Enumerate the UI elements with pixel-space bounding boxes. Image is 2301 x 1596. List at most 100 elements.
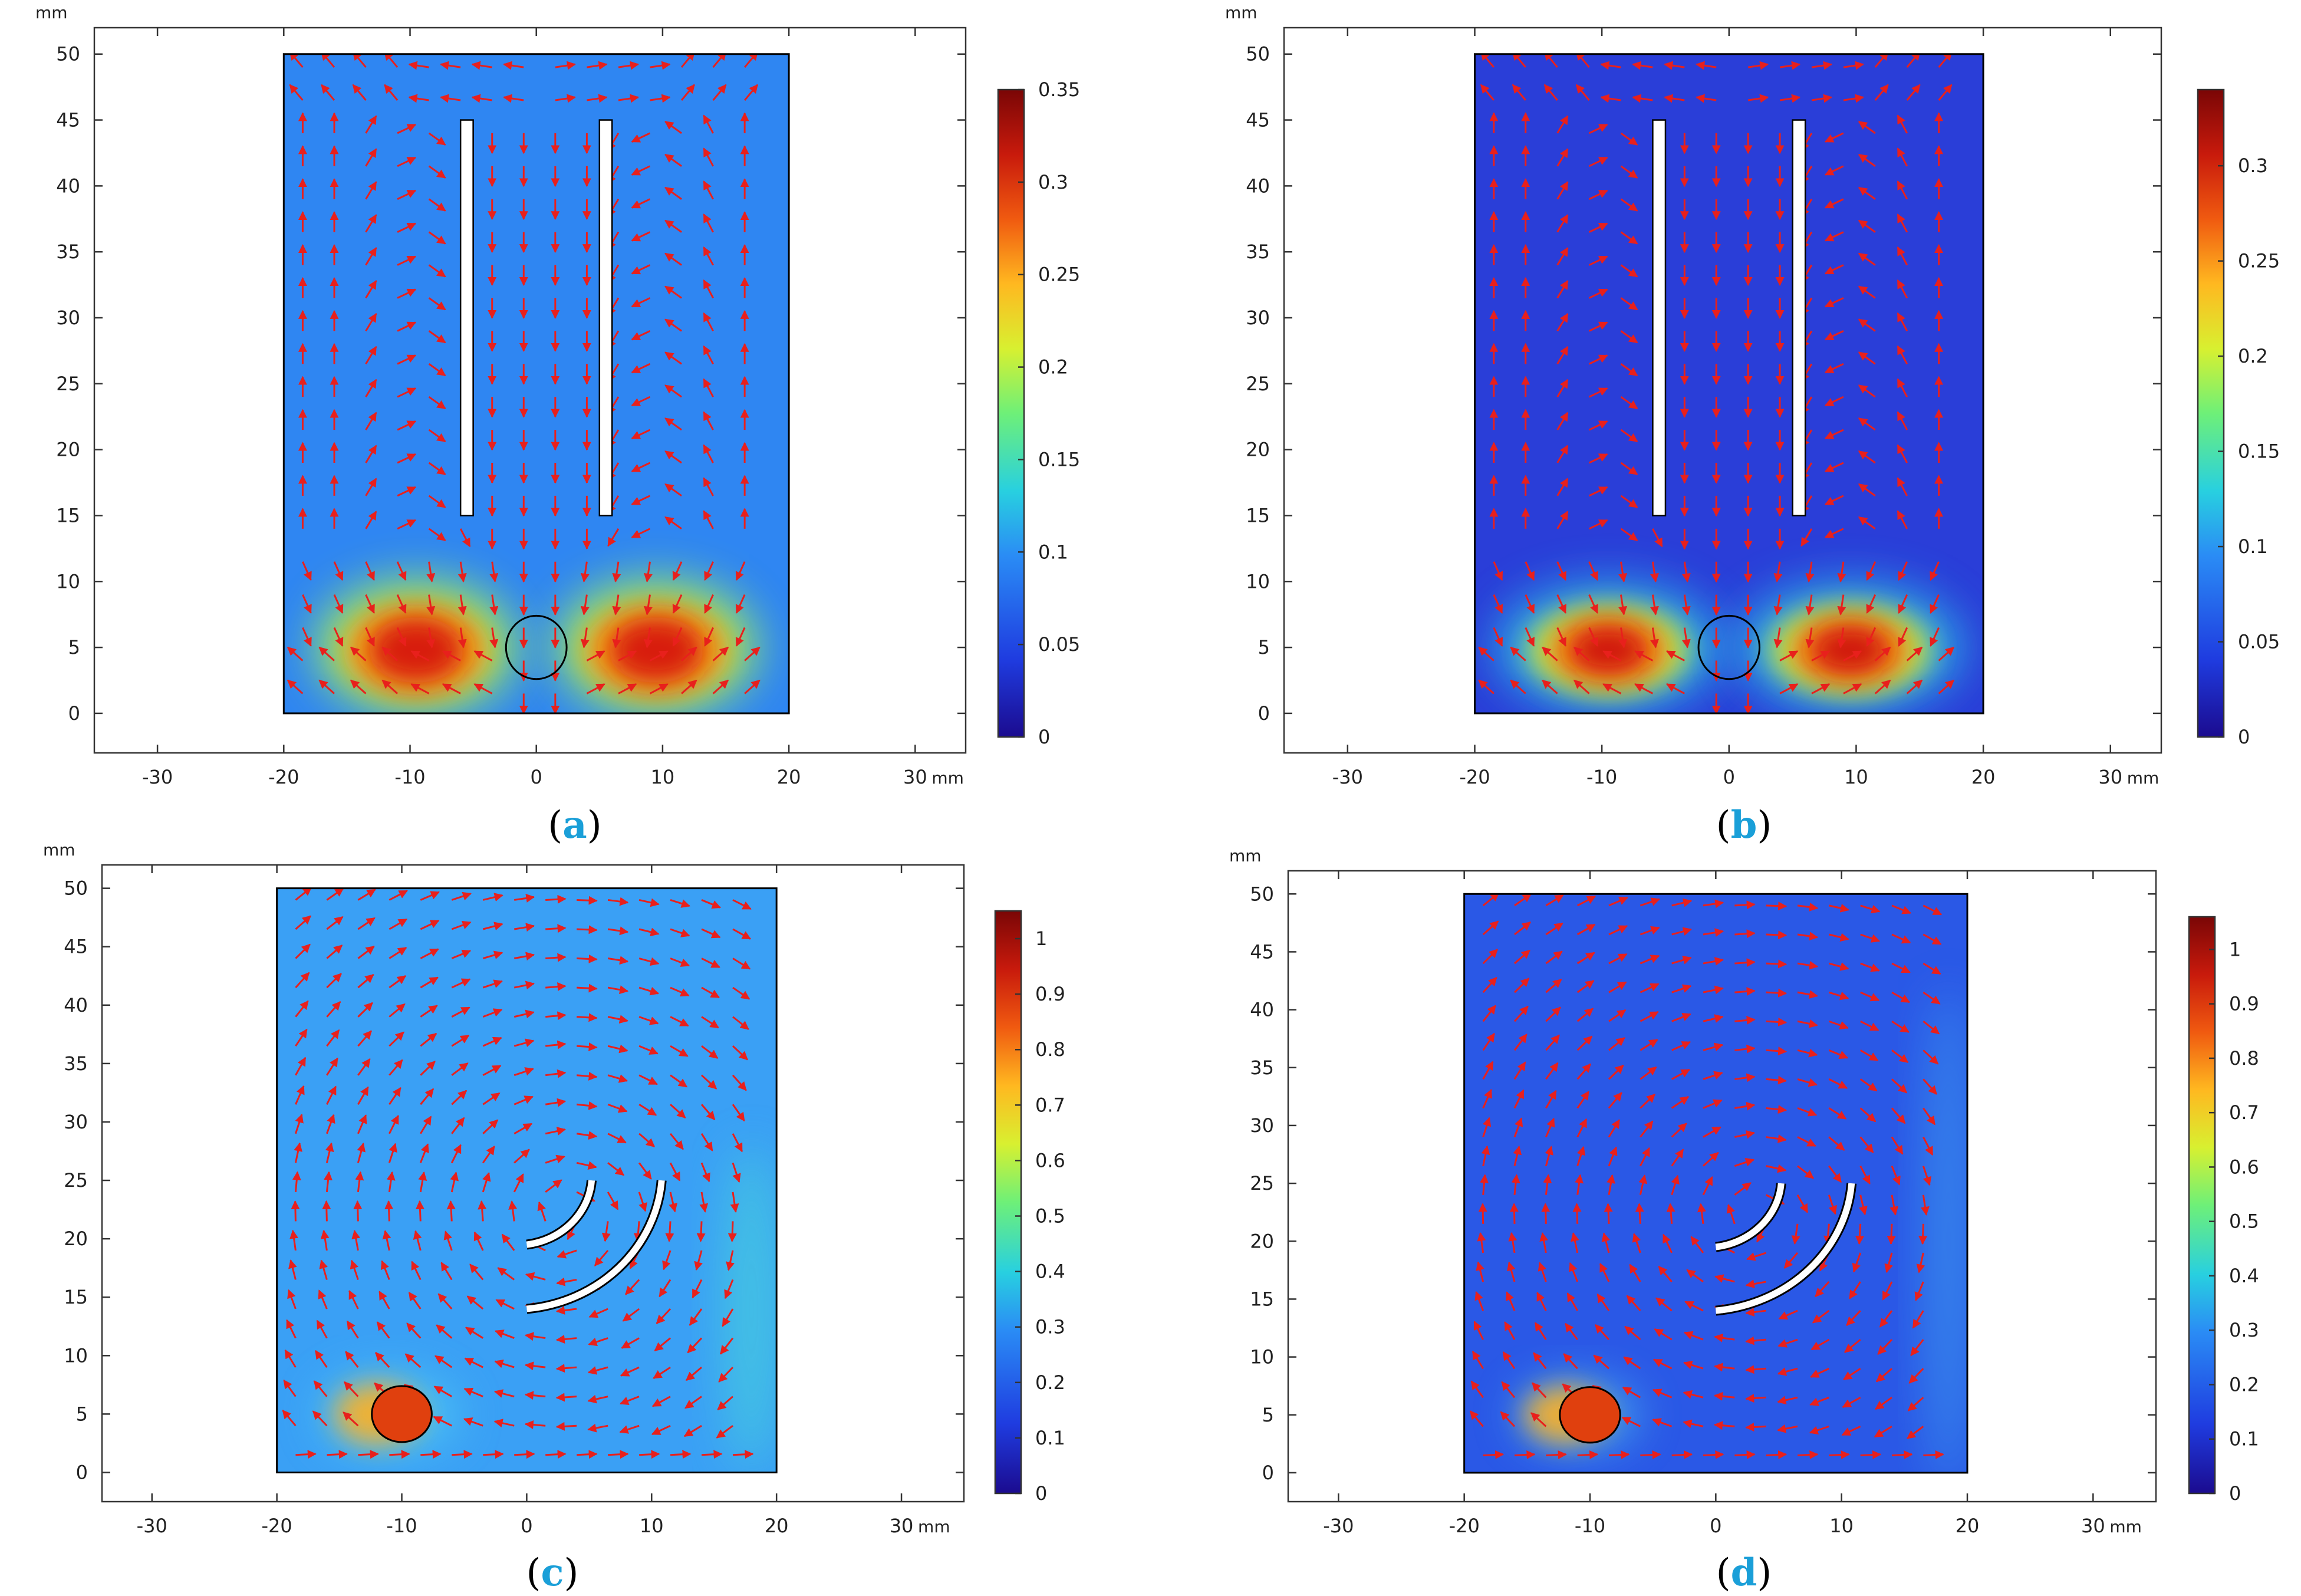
velocity-arrow [1891,991,1910,1003]
velocity-arrow [1513,1061,1526,1080]
velocity-arrow [1859,1049,1879,1061]
velocity-arrow [587,1366,608,1375]
velocity-arrow [1534,1322,1547,1340]
velocity-arrow [1858,384,1876,398]
x-unit-label: mm [2109,1517,2142,1536]
velocity-arrow [1860,1450,1882,1459]
colorbar-tick-label: 0.5 [1035,1205,1065,1228]
x-tick-label: -30 [142,766,173,788]
velocity-arrow [1824,297,1844,308]
velocity-arrow [618,683,637,695]
velocity-arrow [463,1417,483,1427]
velocity-arrow [1556,312,1569,332]
velocity-arrow [1556,379,1569,397]
velocity-arrow [1837,561,1846,583]
velocity-arrow [437,1293,453,1310]
velocity-arrow [357,1030,372,1047]
velocity-arrow [719,1337,734,1355]
velocity-arrow [577,1450,598,1459]
velocity-arrow [545,924,567,933]
velocity-arrow [1565,1322,1578,1341]
velocity-arrow [1573,646,1590,662]
velocity-arrow [718,1367,734,1383]
velocity-arrow [1910,1339,1924,1357]
velocity-arrow [557,1249,577,1259]
velocity-arrow [376,1321,390,1339]
velocity-arrow [389,947,407,959]
velocity-arrow [343,1411,359,1427]
velocity-arrow [482,922,503,930]
y-tick-label: 35 [1246,241,1270,263]
velocity-arrow [389,1450,410,1459]
velocity-arrow [701,1045,719,1059]
velocity-arrow [357,973,374,989]
velocity-arrow [555,61,576,70]
velocity-arrow [513,1173,524,1193]
velocity-arrow [1696,94,1717,103]
velocity-arrow [1502,1351,1516,1370]
velocity-arrow [1608,1009,1627,1022]
x-tick-label: 20 [1971,766,1996,788]
velocity-arrow [1623,1356,1641,1370]
velocity-arrow [701,1450,723,1459]
y-tick-label: 50 [1246,43,1270,65]
velocity-arrow [1874,84,1889,101]
velocity-arrow [638,898,660,907]
panel-c: -30 -20 -10 0 10 20 30 mm05101520253035404550mm… [43,840,1065,1537]
velocity-arrow [1842,1396,1861,1408]
y-axis: 0 5 10 15 20 25 30 35 40 45 50 mm [43,840,964,1483]
velocity-arrow [365,445,377,463]
velocity-arrow [295,915,312,930]
velocity-arrow [397,189,417,200]
velocity-arrow [1874,1426,1892,1438]
velocity-arrow [1525,594,1535,614]
velocity-arrow [1812,1309,1830,1324]
velocity-arrow [287,646,304,662]
velocity-arrow [326,973,342,989]
velocity-arrow [1510,679,1526,695]
colorbar-tick-label: 0.3 [1038,171,1068,193]
velocity-arrow [1875,1368,1892,1383]
velocity-arrow [1639,1147,1650,1167]
velocity-arrow [639,1450,660,1459]
velocity-arrow [358,1450,379,1459]
velocity-arrow [1858,153,1876,167]
x-axis: -30 -20 -10 0 10 20 30 mm [142,28,964,788]
velocity-arrow [389,1031,404,1047]
velocity-arrow [1824,429,1844,440]
velocity-arrow [744,679,761,695]
hotspot [1809,625,1891,676]
velocity-arrow [664,153,682,167]
velocity-arrow [295,972,310,989]
velocity-arrow [1608,896,1628,907]
velocity-arrow [662,1250,671,1271]
velocity-arrow [295,943,311,959]
velocity-arrow [672,561,683,581]
velocity-arrow [1546,1450,1567,1459]
velocity-arrow [1514,894,1532,907]
velocity-arrow [1906,646,1923,662]
velocity-arrow [649,650,669,662]
velocity-arrow [420,1450,442,1459]
velocity-arrow [1702,1176,1713,1196]
velocity-arrow [353,1200,363,1222]
velocity-arrow [451,949,472,959]
velocity-arrow [638,1074,658,1085]
velocity-arrow [1477,1232,1486,1253]
velocity-arrow [1923,1136,1934,1156]
velocity-arrow [620,1366,640,1377]
velocity-arrow [1507,1261,1516,1282]
velocity-arrow [408,61,429,70]
velocity-arrow [1652,1358,1673,1370]
velocity-arrow [1683,1419,1704,1429]
velocity-arrow [700,1133,713,1151]
velocity-arrow [1493,627,1503,647]
velocity-arrow [350,646,367,662]
velocity-arrow [381,679,399,695]
velocity-arrow [687,1337,703,1354]
velocity-arrow [321,84,335,101]
velocity-arrow [1938,679,1955,695]
y-unit-label: mm [35,3,68,22]
velocity-arrow [684,1396,702,1409]
velocity-arrow [670,899,690,908]
